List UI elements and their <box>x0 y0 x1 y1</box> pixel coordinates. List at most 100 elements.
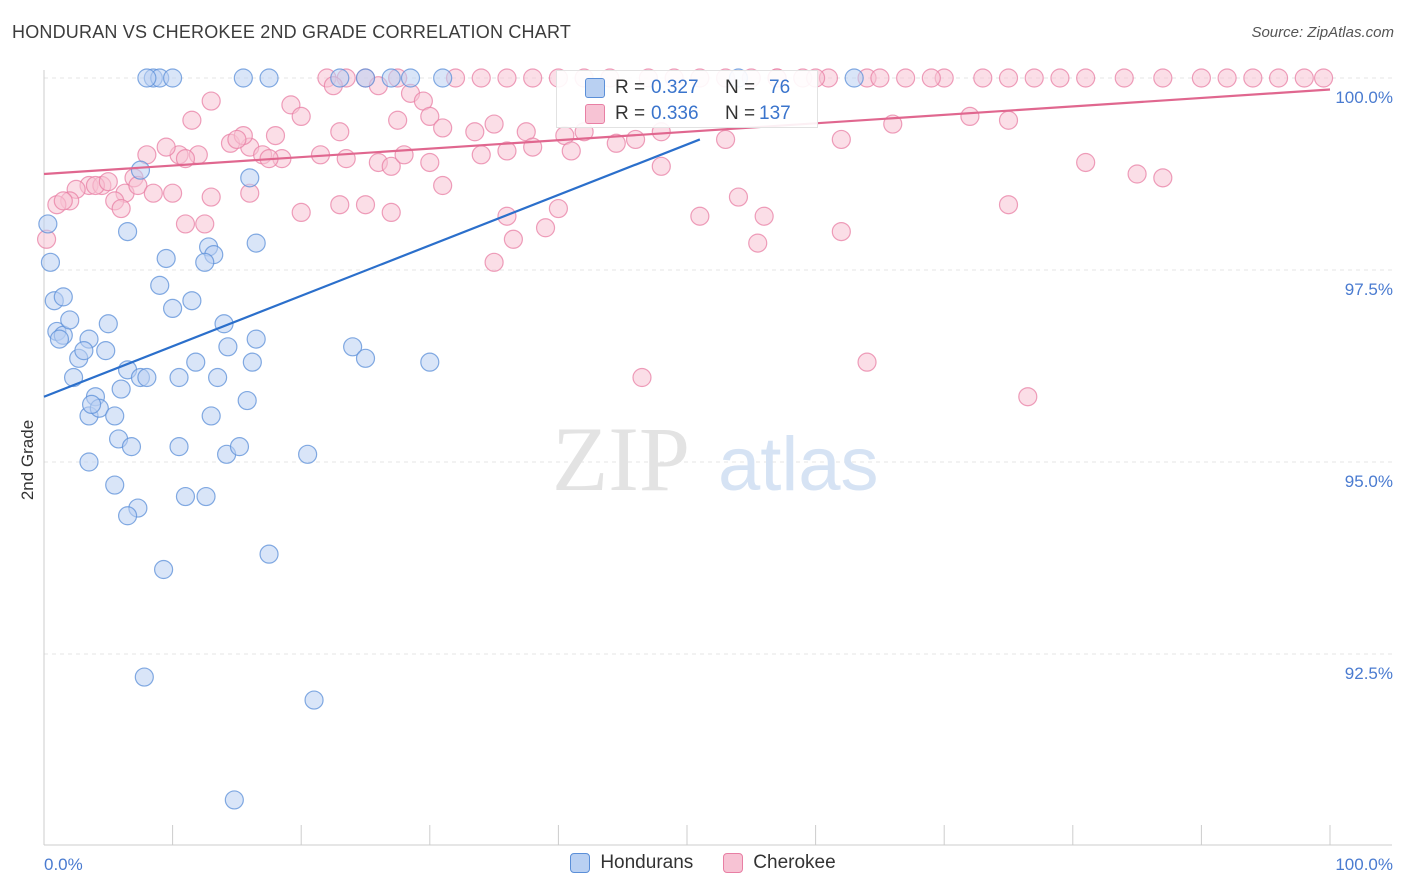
cherokee-point <box>1217 68 1237 88</box>
honduran-point <box>169 437 189 457</box>
stats-n-value: 137 <box>759 103 791 124</box>
honduran-point <box>259 544 279 564</box>
cherokee-point <box>471 145 491 165</box>
cherokee-point <box>420 106 440 127</box>
cherokee-point <box>195 214 215 234</box>
legend-item-cherokee[interactable]: Cherokee <box>723 852 836 874</box>
honduran-point <box>134 667 154 687</box>
honduran-point <box>137 68 157 88</box>
cherokee-point <box>651 156 671 176</box>
honduran-point <box>105 475 125 495</box>
cherokee-point <box>1076 68 1096 88</box>
cherokee-point <box>394 145 414 165</box>
cherokee-point <box>1024 68 1044 88</box>
cherokee-point <box>175 214 196 234</box>
cherokee-point <box>973 68 993 88</box>
honduran-point <box>53 287 73 307</box>
stats-n-label: N = <box>725 77 756 98</box>
cherokee-point <box>998 195 1019 215</box>
cherokee-point <box>715 129 736 150</box>
watermark-zip: ZIP <box>552 408 690 510</box>
source-label: Source: ZipAtlas.com <box>1251 24 1394 41</box>
stats-r-label: R = <box>615 103 646 124</box>
cherokee-point <box>1153 68 1173 88</box>
honduran-point <box>130 160 151 180</box>
cherokee-point <box>433 175 453 196</box>
cherokee-point <box>831 129 851 150</box>
cherokee-point <box>728 187 749 207</box>
honduran-point <box>355 68 376 88</box>
honduran-point <box>150 275 170 295</box>
honduran-point <box>117 506 138 526</box>
cherokee-point <box>606 133 626 153</box>
stats-r-value: 0.327 <box>651 77 699 98</box>
honduran-point <box>38 214 58 234</box>
x-tick-label: 100.0% <box>1335 855 1393 874</box>
cherokee-point <box>336 149 356 169</box>
honduran-point <box>49 329 70 349</box>
cherokee-point <box>831 222 851 242</box>
cherokee-point <box>330 122 350 142</box>
cherokee-point <box>156 137 176 157</box>
stats-row-hondurans: R = 0.327 N = 76 <box>557 75 817 101</box>
honduran-point <box>246 329 266 349</box>
y-tick-label: 97.5% <box>1345 280 1393 299</box>
honduran-point <box>237 390 257 411</box>
cherokee-point <box>690 206 710 226</box>
honduran-point <box>63 367 84 388</box>
cherokee-point <box>748 233 768 253</box>
honduran-point <box>98 314 118 334</box>
honduran-point <box>246 233 266 253</box>
honduran-point <box>201 406 221 426</box>
cherokee-point <box>1050 68 1070 88</box>
honduran-point <box>240 168 260 188</box>
cherokee-point <box>53 191 73 211</box>
cherokee-point <box>201 187 221 207</box>
honduran-point <box>218 337 238 357</box>
honduran-point <box>196 486 216 507</box>
honduran-point <box>355 348 376 368</box>
cherokee-point <box>625 129 646 150</box>
cherokee-point <box>896 68 916 88</box>
cherokee-point <box>921 68 941 88</box>
legend-swatch-hondurans <box>570 853 591 873</box>
honduran-point <box>304 690 324 710</box>
stats-row-cherokee: R = 0.336 N = 137 <box>557 101 817 127</box>
cherokee-point <box>381 202 401 222</box>
honduran-point <box>60 310 80 330</box>
cherokee-point <box>388 110 408 130</box>
cherokee-point <box>201 91 221 111</box>
x-tick-label: 0.0% <box>44 855 83 874</box>
cherokee-point <box>291 106 311 127</box>
honduran-point <box>105 406 125 426</box>
honduran-point <box>433 68 453 88</box>
y-tick-label: 95.0% <box>1345 472 1393 491</box>
honduran-point <box>81 394 102 414</box>
honduran-point <box>343 337 363 357</box>
honduran-point <box>40 252 61 272</box>
cherokee-point <box>433 118 453 138</box>
cherokee-trend-line <box>43 88 1331 176</box>
legend-item-hondurans[interactable]: Hondurans <box>570 852 693 874</box>
honduran-point <box>121 437 142 457</box>
trend-layer <box>43 88 1331 398</box>
honduran-point <box>381 68 401 88</box>
legend-label-cherokee: Cherokee <box>753 852 836 873</box>
cherokee-point <box>1127 164 1147 184</box>
honduran-point <box>153 559 174 580</box>
legend-swatch-cherokee <box>723 853 744 873</box>
honduran-trend-line <box>43 138 701 398</box>
honduran-point <box>137 367 157 388</box>
cherokee-point <box>1294 68 1314 88</box>
cherokee-point <box>632 367 652 388</box>
cherokee-point <box>465 122 485 142</box>
cherokee-point <box>182 110 202 130</box>
cherokee-point <box>857 352 877 372</box>
cherokee-point <box>754 206 774 226</box>
cherokee-point <box>1243 68 1263 88</box>
cherokee-point <box>998 110 1019 130</box>
cherokee-point <box>870 68 890 88</box>
honduran-point <box>186 352 206 372</box>
cherokee-point <box>1153 168 1173 188</box>
